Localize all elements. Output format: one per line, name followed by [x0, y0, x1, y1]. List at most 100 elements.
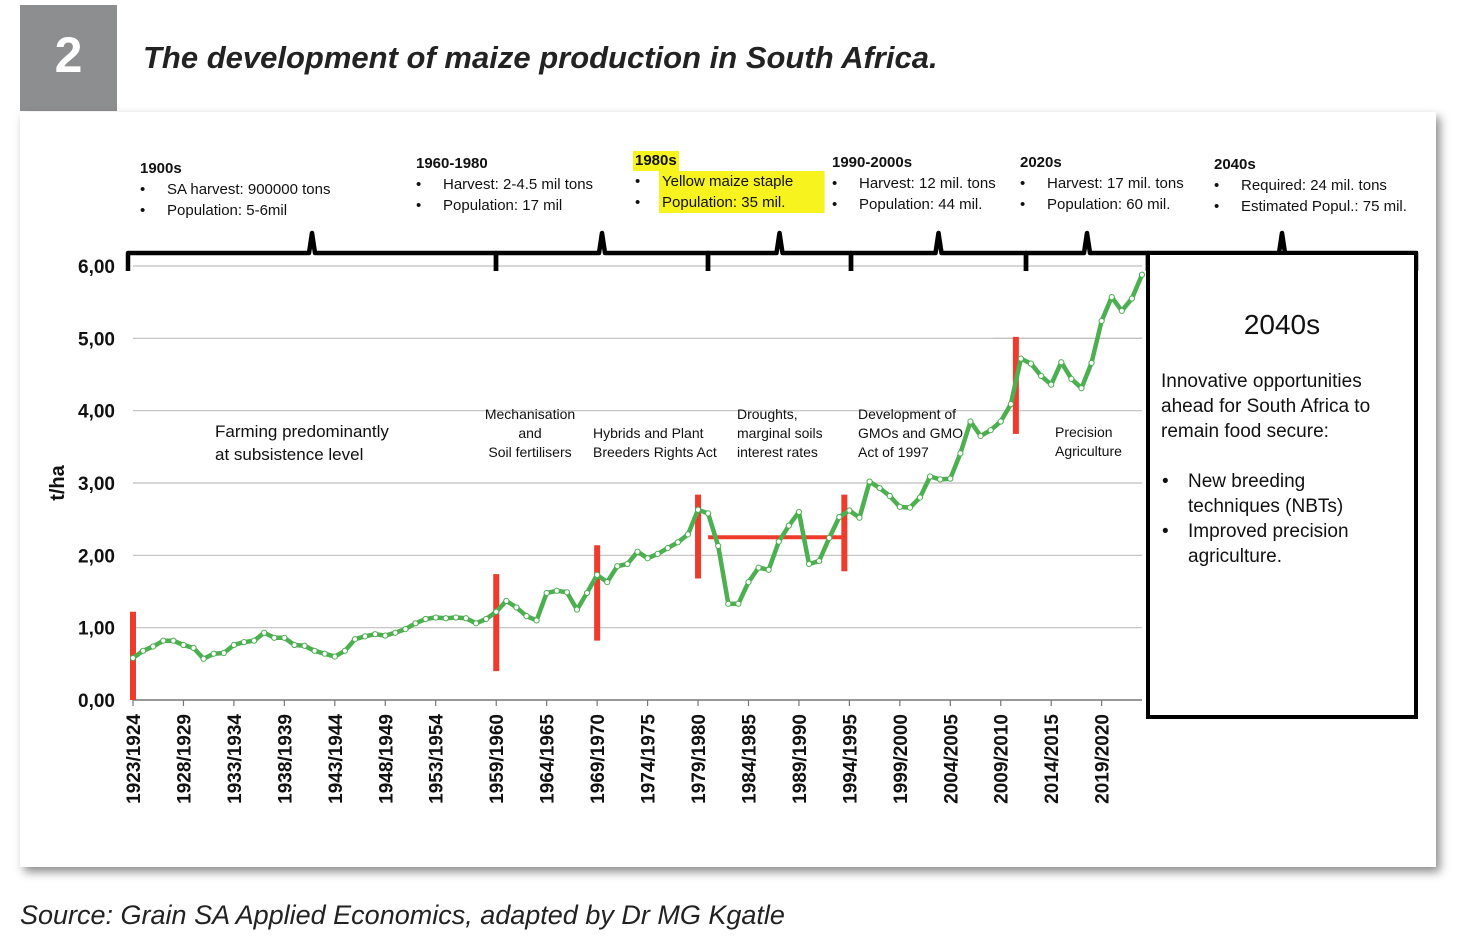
data-point — [785, 522, 792, 529]
era-bullet: Population: 17 mil — [443, 197, 562, 214]
data-point — [1017, 355, 1025, 362]
data-point — [705, 510, 712, 517]
data-point — [412, 620, 419, 627]
data-point — [1128, 295, 1136, 302]
era-bullet: Harvest: 2-4.5 mil tons — [443, 176, 593, 193]
era-heading: 1900s — [140, 160, 182, 177]
data-point — [805, 560, 813, 568]
data-point — [664, 545, 671, 552]
y-tick-label: 3,00 — [78, 474, 115, 495]
annotation-gmo: Act of 1997 — [858, 444, 929, 460]
era-bracket — [705, 230, 854, 271]
data-point — [775, 538, 782, 545]
data-point — [321, 650, 328, 657]
future-box-bullet: Improved precision — [1188, 521, 1349, 542]
era-bullet-icon: • — [635, 173, 640, 190]
data-point — [1108, 294, 1115, 301]
era-bullet-icon: • — [1214, 177, 1219, 194]
data-point — [250, 637, 258, 644]
era-bullet-icon: • — [140, 202, 145, 219]
annotation-droughts: marginal soils — [737, 425, 823, 441]
y-tick-label: 6,00 — [78, 257, 115, 278]
era-bullet-icon: • — [832, 196, 837, 213]
era-heading: 1990-2000s — [832, 154, 912, 171]
x-tick-label: 1928/1929 — [174, 714, 195, 804]
data-point — [351, 636, 359, 643]
era-bullet: Population: 60 mil. — [1047, 196, 1170, 213]
era-bullet-icon: • — [635, 194, 640, 211]
data-point — [1038, 372, 1045, 380]
x-tick-label: 1989/1990 — [790, 714, 811, 804]
data-point — [654, 550, 661, 557]
annotation-droughts: interest rates — [737, 444, 818, 460]
data-point — [816, 558, 823, 565]
era-bullet-icon: • — [140, 181, 145, 198]
x-tick-label: 1943/1944 — [326, 714, 347, 804]
data-point — [725, 600, 732, 607]
data-point — [442, 615, 449, 622]
data-point — [1138, 271, 1146, 278]
data-point — [1088, 359, 1095, 367]
era-bullet-icon: • — [1214, 198, 1219, 215]
data-point — [957, 450, 964, 457]
future-box-bullet: New breeding — [1188, 471, 1305, 492]
series-line — [131, 273, 1145, 662]
data-point — [493, 608, 500, 615]
data-point — [291, 641, 298, 649]
data-point — [503, 597, 510, 605]
annotation-mechanisation: and — [518, 425, 541, 441]
era-bullet: SA harvest: 900000 tons — [167, 181, 330, 198]
data-point — [331, 653, 338, 660]
x-tick-label: 1933/1934 — [225, 714, 246, 804]
annotation-droughts: Droughts, — [737, 406, 798, 422]
data-point — [190, 644, 197, 652]
yield-series — [129, 271, 1146, 662]
era-bullet: Population: 35 mil. — [662, 194, 785, 211]
data-point — [432, 614, 439, 621]
data-point — [604, 578, 611, 586]
maize-yield-chart: 0,00 1,00 2,00 3,00 4,00 5,00 6,00 t/ha 1923/192… — [47, 151, 1419, 804]
source-caption: Source: Grain SA Applied Economics, adap… — [20, 900, 785, 930]
annotation-precision: Precision — [1055, 424, 1113, 440]
grid-lines — [133, 265, 1142, 629]
data-point — [694, 506, 702, 513]
data-point — [553, 587, 560, 594]
x-tick-label: 1964/1965 — [538, 714, 559, 804]
figure-title: The development of maize production in S… — [143, 40, 938, 75]
future-box-frame — [1146, 251, 1418, 719]
data-point — [916, 494, 924, 501]
x-tick-label: 1923/1924 — [124, 714, 145, 804]
future-box-bullet: agriculture. — [1188, 546, 1282, 567]
era-bracket — [125, 230, 499, 271]
data-point — [583, 589, 591, 597]
data-point — [795, 508, 803, 516]
era-highlight — [633, 151, 679, 171]
data-point — [937, 476, 944, 483]
annotation-subsistence: at subsistence level — [215, 445, 363, 464]
annotation-precision: Agriculture — [1055, 443, 1122, 459]
annotation-hybrids: Breeders Rights Act — [593, 444, 717, 460]
data-point — [886, 492, 893, 500]
x-tick-label: 1953/1954 — [427, 714, 448, 804]
y-tick-label: 4,00 — [78, 402, 115, 423]
data-point — [573, 606, 581, 613]
data-point — [1007, 401, 1014, 408]
data-point — [634, 548, 641, 555]
annotation-subsistence: Farming predominantly — [215, 422, 389, 441]
data-point — [392, 629, 399, 636]
era-heading: 2020s — [1020, 154, 1062, 171]
data-point — [896, 503, 903, 510]
data-point — [533, 617, 540, 624]
data-point — [846, 507, 853, 514]
x-tick-label: 1969/1970 — [588, 714, 609, 804]
x-tick-label: 2009/2010 — [992, 714, 1013, 804]
era-heading: 2040s — [1214, 156, 1256, 173]
data-point — [1098, 317, 1105, 325]
data-point — [341, 647, 348, 654]
data-point — [281, 634, 288, 641]
data-point — [543, 589, 550, 597]
data-point — [422, 615, 429, 623]
data-point — [624, 560, 631, 568]
era-bullet: Harvest: 17 mil. tons — [1047, 175, 1184, 192]
data-point — [826, 534, 833, 542]
